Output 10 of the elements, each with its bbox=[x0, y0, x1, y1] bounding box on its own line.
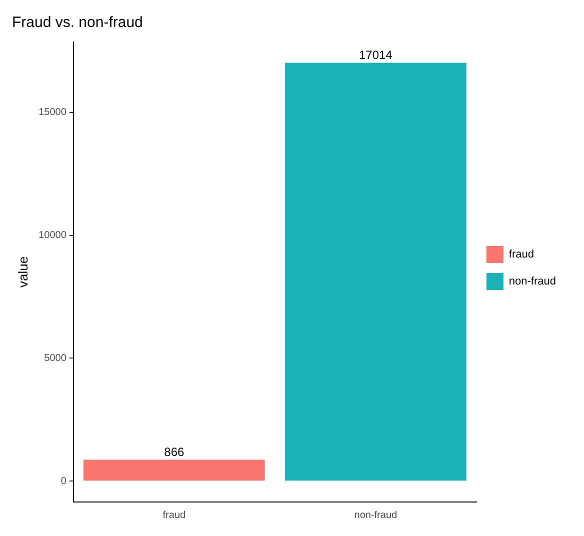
y-tick-label: 5000 bbox=[44, 352, 67, 364]
y-tick-label: 0 bbox=[60, 476, 67, 487]
legend-label: non-fraud bbox=[508, 276, 556, 288]
chart-title: Fraud vs. non-fraud bbox=[12, 14, 143, 32]
data-label: 17014 bbox=[358, 48, 393, 62]
y-axis-title: value bbox=[15, 256, 30, 288]
data-label: 866 bbox=[164, 445, 184, 460]
y-tick-label: 15000 bbox=[38, 107, 67, 118]
legend-label: fraud bbox=[508, 248, 534, 261]
y-tick-label: 10000 bbox=[38, 230, 67, 242]
